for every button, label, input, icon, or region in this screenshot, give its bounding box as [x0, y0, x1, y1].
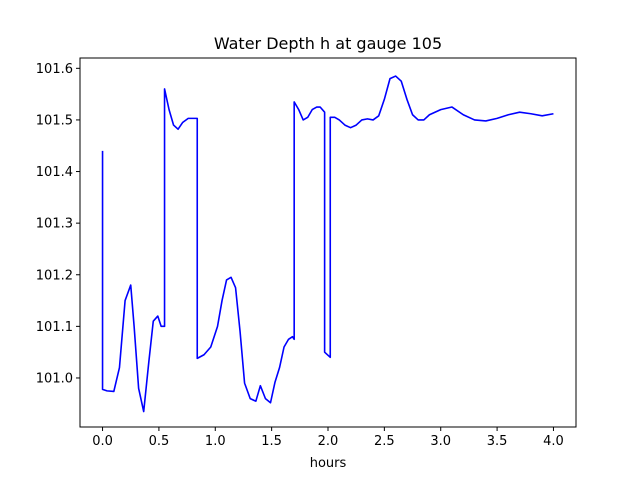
x-tick-label: 2.0 — [318, 434, 339, 449]
y-tick-label: 101.4 — [36, 165, 73, 180]
x-tick-label: 0.5 — [149, 434, 170, 449]
plot-area: 0.0 0.5 1.0 1.5 2.0 2.5 3.0 3.5 4.0 101.0 101.1 101… — [36, 57, 577, 449]
y-tick-label: 101.1 — [36, 320, 73, 335]
y-tick-label: 101.2 — [36, 268, 73, 283]
x-tick-label: 3.0 — [430, 434, 451, 449]
y-tick-label: 101.3 — [36, 217, 73, 232]
chart-title: Water Depth h at gauge 105 — [214, 34, 442, 53]
x-axis-label: hours — [310, 456, 347, 471]
y-tick-label: 101.5 — [36, 113, 73, 128]
series-line-0 — [101, 75, 554, 413]
x-tick-label: 2.5 — [374, 434, 395, 449]
x-tick-label: 1.5 — [261, 434, 282, 449]
x-tick-label: 4.0 — [543, 434, 564, 449]
y-tick-label: 101.0 — [36, 371, 73, 386]
x-tick-label: 1.0 — [205, 434, 226, 449]
x-tick-label: 3.5 — [487, 434, 508, 449]
x-tick-label: 0.0 — [92, 434, 113, 449]
y-tick-label: 101.6 — [36, 62, 73, 77]
